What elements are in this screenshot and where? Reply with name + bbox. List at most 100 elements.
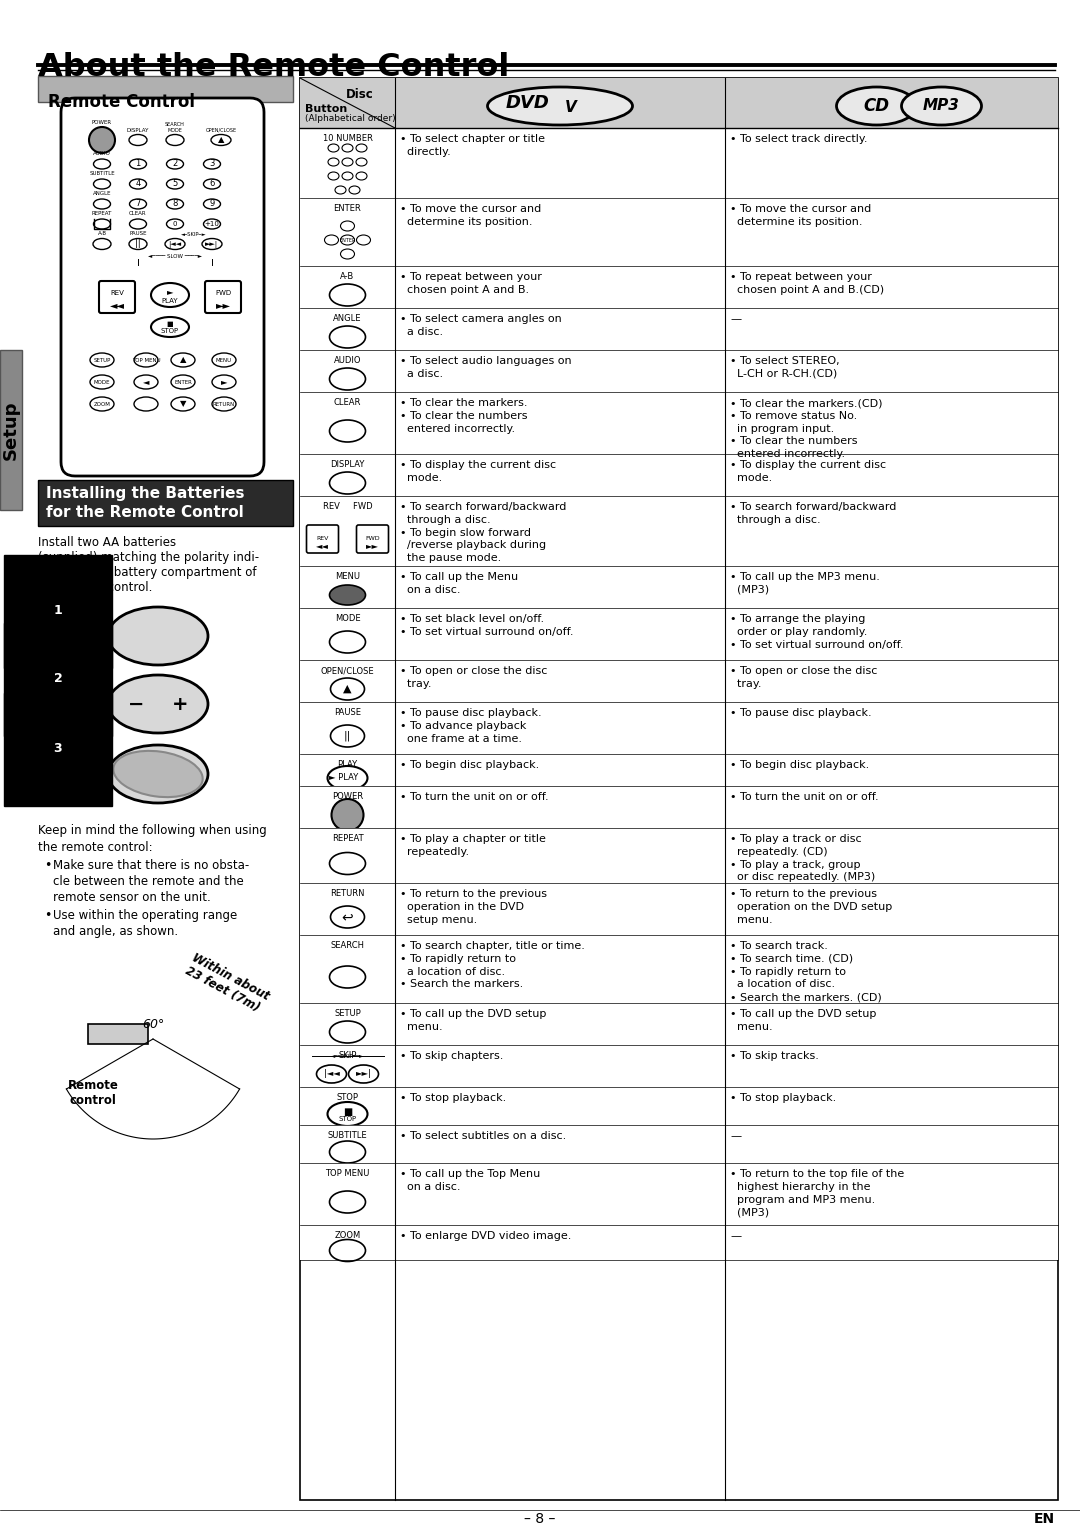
Text: • To clear the markers.(CD)
• To remove status No.
  in program input.
• To clea: • To clear the markers.(CD) • To remove … — [730, 398, 882, 459]
Text: REV: REV — [316, 536, 328, 540]
Text: • To call up the DVD setup
  menu.: • To call up the DVD setup menu. — [730, 1009, 876, 1032]
Ellipse shape — [151, 317, 189, 337]
Text: •: • — [44, 859, 52, 871]
Text: A-B: A-B — [97, 230, 107, 237]
Ellipse shape — [151, 282, 189, 307]
Ellipse shape — [130, 179, 147, 189]
Ellipse shape — [108, 674, 208, 732]
Text: • To turn the unit on or off.: • To turn the unit on or off. — [730, 792, 879, 803]
Text: ◄: ◄ — [143, 377, 149, 386]
Ellipse shape — [90, 375, 114, 389]
Text: • To call up the MP3 menu.
  (MP3): • To call up the MP3 menu. (MP3) — [730, 572, 880, 595]
Text: REPEAT: REPEAT — [332, 835, 363, 842]
Text: DVD: DVD — [507, 95, 550, 111]
Text: OPEN/CLOSE: OPEN/CLOSE — [321, 665, 375, 674]
Ellipse shape — [329, 966, 365, 987]
Text: • To skip chapters.: • To skip chapters. — [400, 1051, 503, 1061]
Bar — [38, 76, 293, 102]
Text: ◄◄: ◄◄ — [316, 542, 329, 551]
Text: • To play a track or disc
  repeatedly. (CD)
• To play a track, group
  or disc : • To play a track or disc repeatedly. (C… — [730, 835, 875, 882]
Text: Use within the operating range
and angle, as shown.: Use within the operating range and angle… — [53, 909, 238, 938]
Text: • To repeat between your
  chosen point A and B.: • To repeat between your chosen point A … — [400, 272, 542, 295]
Ellipse shape — [837, 87, 917, 125]
Text: Remote
control: Remote control — [68, 1079, 119, 1106]
Text: • To skip tracks.: • To skip tracks. — [730, 1051, 819, 1061]
Text: A-B: A-B — [340, 272, 354, 281]
Text: ■: ■ — [342, 1106, 352, 1117]
Bar — [300, 1163, 1058, 1225]
Text: • To return to the previous
  operation in the DVD
  setup menu.: • To return to the previous operation in… — [400, 890, 546, 925]
Ellipse shape — [327, 766, 367, 790]
Ellipse shape — [328, 143, 339, 153]
Text: Installing the Batteries
for the Remote Control: Installing the Batteries for the Remote … — [46, 487, 244, 520]
Text: FWD: FWD — [365, 536, 380, 540]
Text: MP3: MP3 — [923, 99, 960, 113]
Text: POWER: POWER — [92, 121, 112, 125]
Text: ►►|: ►►| — [205, 241, 218, 247]
Text: ◄◄: ◄◄ — [109, 301, 124, 310]
Text: ▼: ▼ — [179, 400, 186, 409]
Text: +: + — [172, 694, 188, 714]
Bar — [300, 128, 1058, 198]
Circle shape — [332, 800, 364, 832]
Text: • To turn the unit on or off.: • To turn the unit on or off. — [400, 792, 549, 803]
Text: • To return to the previous
  operation on the DVD setup
  menu.: • To return to the previous operation on… — [730, 890, 892, 925]
Text: the remote control.: the remote control. — [38, 581, 152, 594]
Ellipse shape — [329, 584, 365, 604]
Text: FWD: FWD — [215, 290, 231, 296]
Text: 2: 2 — [173, 160, 177, 168]
Ellipse shape — [212, 375, 237, 389]
Text: ◄──SKIP──►: ◄──SKIP──► — [330, 1053, 364, 1059]
Text: Keep in mind the following when using
the remote control:: Keep in mind the following when using th… — [38, 824, 267, 855]
Text: |◄◄: |◄◄ — [324, 1070, 339, 1079]
Text: ►: ► — [166, 287, 173, 296]
Text: DISPLAY: DISPLAY — [126, 128, 149, 133]
Text: STOP: STOP — [338, 1116, 356, 1122]
Text: ||: || — [343, 731, 351, 742]
Text: TOP MENU: TOP MENU — [325, 1169, 369, 1178]
Text: V: V — [565, 99, 577, 114]
Text: STOP: STOP — [337, 1093, 359, 1102]
Text: • To open or close the disc
  tray.: • To open or close the disc tray. — [730, 665, 877, 688]
Text: SUBTITLE: SUBTITLE — [327, 1131, 367, 1140]
Text: 5: 5 — [173, 180, 177, 189]
Ellipse shape — [166, 134, 184, 145]
Text: 60°: 60° — [141, 1018, 164, 1030]
Text: ◄──── SLOW ────►: ◄──── SLOW ────► — [148, 253, 202, 259]
Ellipse shape — [330, 906, 365, 928]
Ellipse shape — [203, 198, 220, 209]
Text: Remote Control: Remote Control — [48, 93, 195, 111]
Ellipse shape — [94, 159, 110, 169]
Bar — [300, 702, 1058, 754]
Ellipse shape — [349, 1065, 378, 1083]
Text: •: • — [44, 909, 52, 922]
Bar — [300, 607, 1058, 661]
Text: RETURN: RETURN — [330, 890, 365, 897]
Ellipse shape — [342, 143, 353, 153]
Ellipse shape — [329, 284, 365, 307]
Text: – 8 –: – 8 – — [524, 1512, 556, 1526]
Text: Make sure that there is no obsta-
cle between the remote and the
remote sensor o: Make sure that there is no obsta- cle be… — [53, 859, 249, 903]
Text: • To search forward/backward
  through a disc.
• To begin slow forward
  /revers: • To search forward/backward through a d… — [400, 502, 566, 563]
Ellipse shape — [130, 159, 147, 169]
Ellipse shape — [316, 1065, 347, 1083]
Text: ▲: ▲ — [218, 136, 225, 145]
Text: TOP MENU: TOP MENU — [132, 357, 160, 363]
Ellipse shape — [329, 853, 365, 874]
Text: Button: Button — [305, 104, 348, 114]
Text: 1: 1 — [54, 604, 63, 618]
Text: ZOOM: ZOOM — [94, 401, 110, 406]
Text: ►►: ►► — [366, 542, 379, 551]
Text: ZOOM: ZOOM — [335, 1231, 361, 1241]
Text: Setup: Setup — [2, 400, 21, 459]
Text: • To select track directly.: • To select track directly. — [730, 134, 867, 143]
Bar — [300, 78, 1058, 128]
Text: • To stop playback.: • To stop playback. — [730, 1093, 836, 1103]
Text: • To clear the markers.
• To clear the numbers
  entered incorrectly.: • To clear the markers. • To clear the n… — [400, 398, 527, 433]
Ellipse shape — [356, 143, 367, 153]
Text: PLAY: PLAY — [162, 298, 178, 304]
Text: ▲: ▲ — [179, 356, 186, 365]
Text: SEARCH: SEARCH — [330, 942, 365, 951]
Bar — [300, 1125, 1058, 1163]
Text: • To pause disc playback.
• To advance playback
  one frame at a time.: • To pause disc playback. • To advance p… — [400, 708, 542, 743]
